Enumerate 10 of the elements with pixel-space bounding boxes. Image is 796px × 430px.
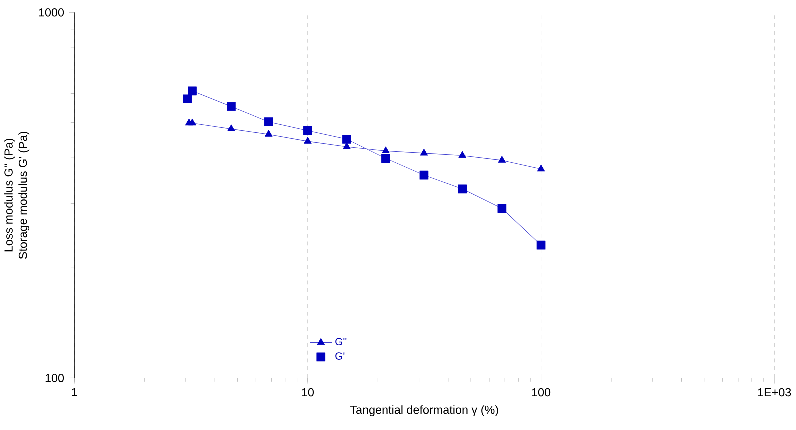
legend-label: G' <box>336 352 345 360</box>
x-tick-label: 100 <box>532 388 551 397</box>
y-tick-label: 1000 <box>39 8 64 17</box>
x-tick-label: 1E+03 <box>758 388 792 397</box>
x-tick-label: 1 <box>72 388 78 396</box>
x-axis-title: Tangential deformation γ (%) <box>350 406 498 417</box>
y-axis-title: Loss modulus G'' (Pa) <box>4 139 16 252</box>
x-tick-label: 10 <box>302 388 314 397</box>
text: Storage modulus G' (Pa) <box>18 132 30 260</box>
legend-label: G'' <box>336 338 347 346</box>
